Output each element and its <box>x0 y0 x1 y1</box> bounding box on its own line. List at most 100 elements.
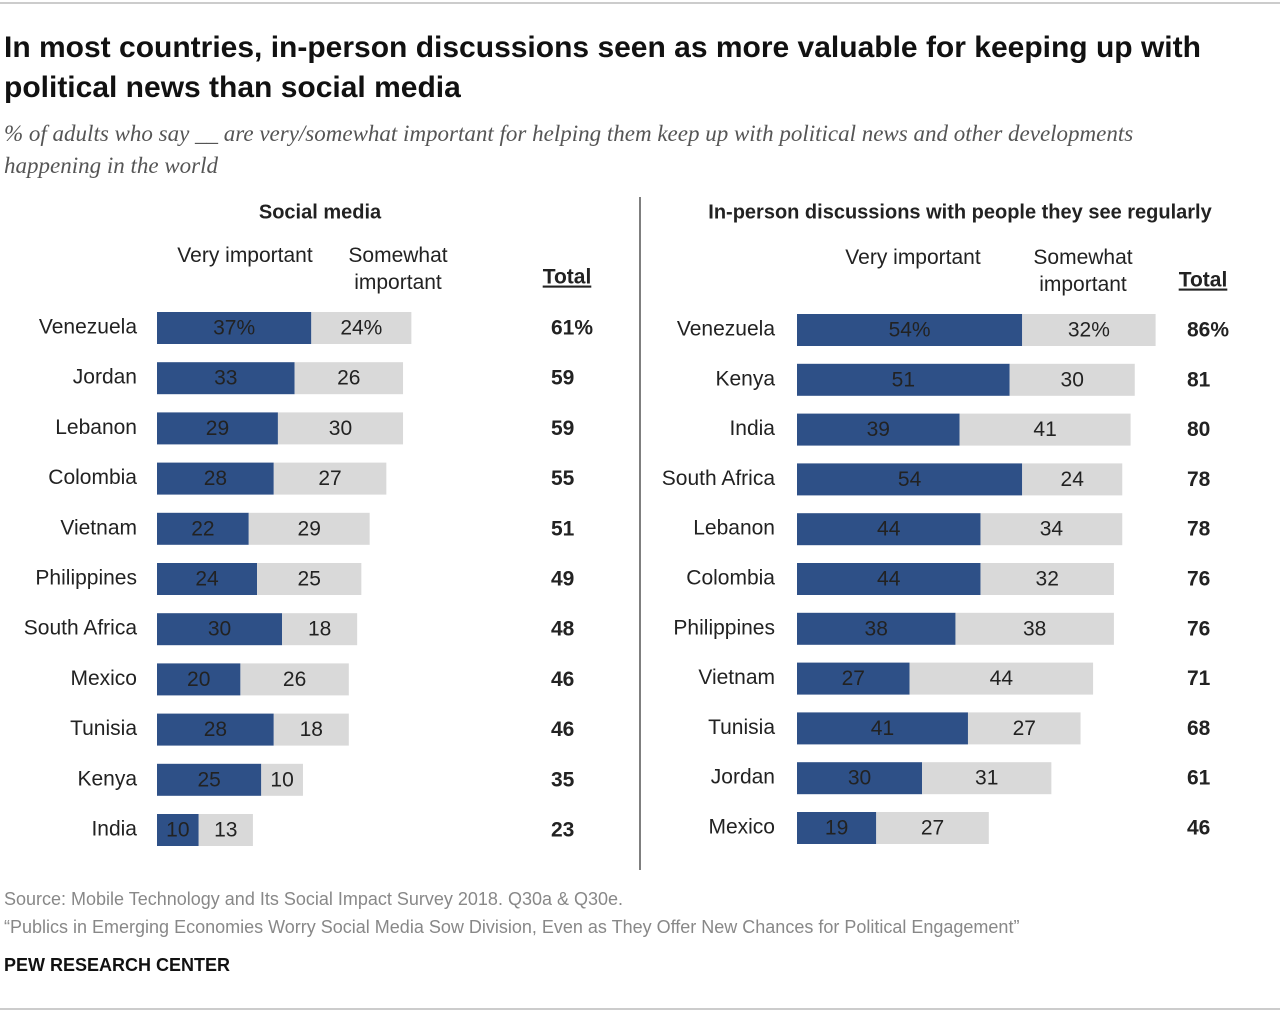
category-label: South Africa <box>662 467 776 490</box>
bar-segment <box>157 512 249 545</box>
category-label: Venezuela <box>677 318 775 341</box>
category-label: Lebanon <box>693 517 775 540</box>
total-label: 76 <box>1187 568 1210 591</box>
total-label: 48 <box>551 618 575 641</box>
total-label: 68 <box>1187 717 1211 740</box>
bar-segment <box>959 413 1131 446</box>
bar-segment <box>240 663 349 696</box>
value-label: 29 <box>206 417 229 440</box>
subtitle: % of adults who say __ are very/somewhat… <box>4 121 1134 178</box>
value-label: 30 <box>1061 368 1084 391</box>
bar-segment <box>797 463 1023 496</box>
bar-segment <box>955 612 1114 645</box>
value-label: 54% <box>889 319 931 342</box>
value-label: 27 <box>1013 717 1036 740</box>
total-label: 59 <box>551 417 574 440</box>
total-label: 61 <box>1187 767 1211 790</box>
bar-segment <box>797 812 877 844</box>
source: Source: Mobile Technology and Its Social… <box>4 889 624 909</box>
total-label: 86% <box>1187 319 1229 342</box>
total-label: 46 <box>551 718 574 741</box>
bar-segment <box>967 712 1081 745</box>
category-label: India <box>729 417 775 440</box>
value-label: 41 <box>1033 418 1056 441</box>
category-label: Vietnam <box>60 516 137 539</box>
value-label: 51 <box>892 368 915 391</box>
value-label: 38 <box>865 617 888 640</box>
value-label: 28 <box>204 718 227 741</box>
bar-segment <box>797 314 1023 346</box>
category-label: Mexico <box>70 667 137 690</box>
bar-segment <box>157 312 312 344</box>
category-label: South Africa <box>24 617 138 640</box>
bar-segment <box>273 462 387 495</box>
value-label: 25 <box>298 568 321 591</box>
value-label: 25 <box>197 768 220 791</box>
value-label: 44 <box>877 518 901 541</box>
category-label: Kenya <box>715 367 775 390</box>
total-label: 59 <box>551 367 574 390</box>
bar-segment <box>876 812 989 844</box>
total-label: 46 <box>1187 817 1210 840</box>
bar-segment <box>1022 463 1123 496</box>
value-label: 38 <box>1023 617 1046 640</box>
footer: PEW RESEARCH CENTER <box>4 955 231 975</box>
total-label: 78 <box>1187 518 1211 541</box>
bar-segment <box>157 613 283 646</box>
bar-segment <box>797 563 981 595</box>
total-label: 23 <box>551 819 574 842</box>
legend-label: Somewhat important <box>1033 246 1133 296</box>
bar-segment <box>797 662 910 695</box>
bar-segment <box>248 512 370 545</box>
bar-segment <box>157 563 258 595</box>
category-label: Venezuela <box>39 316 137 339</box>
value-label: 24 <box>195 568 219 591</box>
bar-segment <box>1022 314 1156 346</box>
value-label: 32 <box>1036 568 1059 591</box>
value-label: 10 <box>166 819 189 842</box>
bar-segment <box>198 814 253 846</box>
category-label: Colombia <box>686 567 775 590</box>
value-label: 24 <box>1061 468 1085 491</box>
total-header: Total <box>543 266 592 289</box>
bar-segment <box>273 713 349 746</box>
category-label: Philippines <box>35 567 137 590</box>
value-label: 27 <box>318 467 341 490</box>
value-label: 37% <box>213 317 255 340</box>
total-label: 71 <box>1187 667 1211 690</box>
bar-segment <box>157 362 295 395</box>
value-label: 30 <box>329 417 352 440</box>
value-label: 31 <box>975 767 998 790</box>
bar-segment <box>282 613 358 646</box>
value-label: 13 <box>214 819 237 842</box>
bar-segment <box>261 763 303 796</box>
category-label: India <box>91 818 137 841</box>
value-label: 32% <box>1068 319 1110 342</box>
value-label: 20 <box>187 668 210 691</box>
bar-segment <box>157 663 241 696</box>
value-label: 26 <box>337 367 360 390</box>
category-label: Vietnam <box>698 666 775 689</box>
bar-segment <box>797 363 1010 396</box>
bar-segment <box>980 563 1114 595</box>
total-label: 46 <box>551 668 574 691</box>
bar-segment <box>257 563 362 595</box>
value-label: 44 <box>990 667 1014 690</box>
bar-segment <box>157 763 262 796</box>
bar-segment <box>909 662 1094 695</box>
bar-segment <box>157 713 274 746</box>
bar-segment <box>1009 363 1135 396</box>
bar-segment <box>157 814 199 846</box>
category-label: Jordan <box>711 766 775 789</box>
bar-segment <box>294 362 404 395</box>
chart-subtitle: Social media <box>259 201 382 223</box>
total-label: 81 <box>1187 368 1211 391</box>
legend-label: Very important <box>845 246 981 269</box>
category-label: Tunisia <box>70 717 137 740</box>
total-label: 80 <box>1187 418 1210 441</box>
value-label: 54 <box>898 468 922 491</box>
value-label: 41 <box>871 717 894 740</box>
category-label: Lebanon <box>55 416 137 439</box>
value-label: 27 <box>842 667 865 690</box>
